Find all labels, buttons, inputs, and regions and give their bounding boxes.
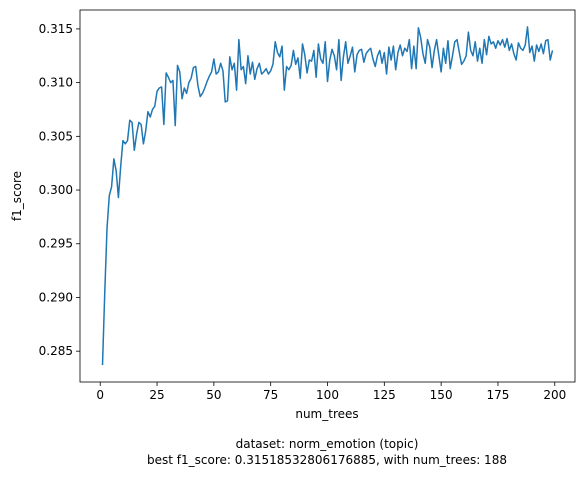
y-axis-label: f1_score — [10, 171, 24, 221]
annotation: dataset: norm_emotion (topic) — [236, 437, 419, 451]
y-tick-label: 0.305 — [39, 129, 73, 143]
x-tick-label: 175 — [487, 388, 510, 402]
x-tick-label: 0 — [96, 388, 104, 402]
annotation: best f1_score: 0.31518532806176885, with… — [147, 453, 507, 467]
x-tick-label: 150 — [430, 388, 453, 402]
y-tick-label: 0.310 — [39, 76, 73, 90]
y-tick-label: 0.285 — [39, 344, 73, 358]
y-tick-label: 0.290 — [39, 290, 73, 304]
y-tick-label: 0.300 — [39, 183, 73, 197]
x-tick-label: 50 — [206, 388, 221, 402]
line — [101, 26, 554, 366]
x-tick-label: 125 — [373, 388, 396, 402]
x-axis-label: num_trees — [295, 407, 358, 421]
x-tick-label: 200 — [543, 388, 566, 402]
x-tick-label: 25 — [149, 388, 164, 402]
x-tick-label: 100 — [316, 388, 339, 402]
plot-frame — [79, 9, 576, 383]
x-tick-label: 75 — [263, 388, 278, 402]
y-tick-label: 0.295 — [39, 237, 73, 251]
y-tick-label: 0.315 — [39, 22, 73, 36]
